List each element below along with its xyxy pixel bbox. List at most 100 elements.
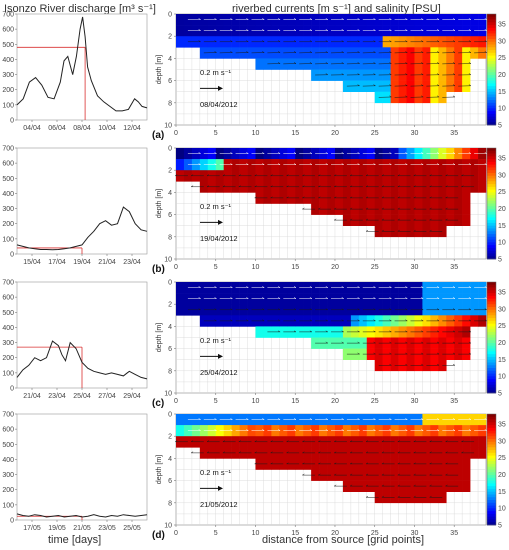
current-arrow-head bbox=[405, 297, 408, 299]
current-arrow-head bbox=[238, 440, 241, 443]
current-arrow-head bbox=[214, 297, 217, 299]
current-arrow-head bbox=[246, 29, 249, 31]
salinity-cell bbox=[454, 192, 463, 204]
current-arrow-head bbox=[445, 218, 448, 221]
colorbar-segment bbox=[487, 306, 496, 311]
colorbar-segment bbox=[487, 441, 496, 445]
current-arrow-head bbox=[365, 185, 369, 188]
current-arrow-head bbox=[429, 484, 432, 487]
current-arrow-head bbox=[214, 18, 217, 20]
x-tick-label: 21/05 bbox=[73, 525, 91, 532]
current-arrow-head bbox=[318, 440, 321, 443]
current-arrow-head bbox=[405, 62, 408, 64]
current-arrow-head bbox=[318, 207, 321, 210]
salinity-cell bbox=[462, 469, 471, 481]
current-arrow-head bbox=[357, 297, 360, 299]
colorbar-frame bbox=[486, 147, 497, 260]
current-arrow-head bbox=[373, 29, 376, 31]
current-arrow-head bbox=[246, 40, 249, 43]
colorbar-segment bbox=[487, 334, 496, 338]
salinity-cell bbox=[454, 480, 463, 492]
salinity-cell bbox=[438, 170, 447, 182]
current-arrow-head bbox=[262, 40, 265, 43]
current-arrow-head bbox=[381, 207, 385, 210]
y-tick-label: 0 bbox=[168, 12, 172, 19]
current-arrow-head bbox=[277, 308, 281, 311]
salinity-cell bbox=[446, 58, 455, 70]
current-arrow-head bbox=[468, 308, 472, 311]
current-arrow-head bbox=[325, 62, 328, 64]
current-arrow-head bbox=[334, 174, 337, 177]
salinity-cell bbox=[414, 58, 423, 70]
salinity-cell bbox=[271, 58, 280, 70]
current-arrow-head bbox=[397, 484, 400, 487]
y-tick-label: 500 bbox=[2, 176, 14, 183]
salinity-cell bbox=[454, 170, 463, 182]
current-arrow-head bbox=[325, 73, 328, 76]
salinity-cell bbox=[176, 293, 185, 305]
salinity-cell bbox=[422, 203, 431, 215]
x-tick-label: 15 bbox=[291, 130, 299, 137]
current-arrow-head bbox=[262, 163, 265, 165]
current-arrow-head bbox=[325, 29, 328, 31]
current-arrow-head bbox=[452, 73, 456, 76]
y-tick-label: 0 bbox=[10, 252, 14, 259]
colorbar-segment bbox=[487, 55, 496, 59]
current-arrow-head bbox=[397, 174, 400, 177]
colorbar-segment bbox=[487, 304, 496, 308]
salinity-cell bbox=[183, 436, 193, 448]
current-arrow-head bbox=[397, 451, 400, 454]
colorbar-segment bbox=[487, 329, 496, 333]
colorbar-segment bbox=[487, 376, 496, 380]
current-arrow-head bbox=[230, 40, 233, 43]
salinity-cell bbox=[279, 447, 288, 459]
current-arrow-head bbox=[468, 40, 472, 43]
salinity-cell bbox=[279, 181, 288, 193]
current-arrow-head bbox=[381, 495, 385, 498]
colorbar-segment bbox=[487, 331, 496, 336]
colorbar-segment bbox=[487, 318, 496, 322]
current-arrow-head bbox=[413, 495, 416, 498]
current-arrow-head bbox=[405, 152, 408, 154]
colorbar-segment bbox=[487, 486, 496, 490]
current-arrow-head bbox=[468, 84, 472, 87]
colorbar-tick-label: 25 bbox=[498, 455, 506, 462]
salinity-cell bbox=[199, 181, 209, 193]
discharge-plot-area bbox=[16, 147, 148, 255]
colorbar-segment bbox=[487, 513, 496, 518]
x-tick-label: 21/04 bbox=[98, 259, 116, 266]
salinity-cell bbox=[358, 170, 368, 182]
panel-label: (b) bbox=[152, 264, 165, 275]
current-arrow-head bbox=[222, 440, 226, 443]
current-arrow-head bbox=[341, 286, 344, 288]
y-tick-label: 2 bbox=[168, 168, 172, 175]
current-arrow-head bbox=[357, 40, 360, 43]
current-arrow-head bbox=[293, 29, 297, 31]
colorbar-segment bbox=[487, 186, 496, 191]
current-arrow-head bbox=[309, 297, 313, 299]
current-arrow-head bbox=[421, 73, 424, 76]
colorbar-tick-label: 10 bbox=[498, 240, 506, 247]
current-arrow-head bbox=[277, 163, 281, 165]
colorbar-segment bbox=[487, 452, 496, 457]
x-tick-label: 19/04 bbox=[73, 259, 91, 266]
current-arrow-head bbox=[198, 308, 201, 311]
salinity-cell bbox=[478, 47, 487, 59]
salinity-cell bbox=[327, 181, 336, 193]
current-arrow-head bbox=[293, 286, 297, 288]
current-arrow-head bbox=[357, 51, 360, 53]
salinity-cell bbox=[454, 436, 463, 448]
current-arrow-head bbox=[373, 62, 376, 64]
salinity-cell bbox=[406, 214, 415, 226]
colorbar-segment bbox=[487, 368, 496, 372]
current-arrow-head bbox=[365, 451, 369, 454]
colorbar-segment bbox=[487, 41, 496, 45]
current-arrow-head bbox=[468, 29, 472, 31]
current-arrow-head bbox=[405, 18, 408, 20]
current-arrow-head bbox=[341, 330, 344, 333]
current-arrow-head bbox=[389, 319, 392, 322]
current-arrow-head bbox=[389, 18, 392, 20]
current-arrow-head bbox=[262, 319, 265, 322]
current-arrow-head bbox=[436, 152, 440, 154]
current-arrow-head bbox=[436, 18, 440, 20]
